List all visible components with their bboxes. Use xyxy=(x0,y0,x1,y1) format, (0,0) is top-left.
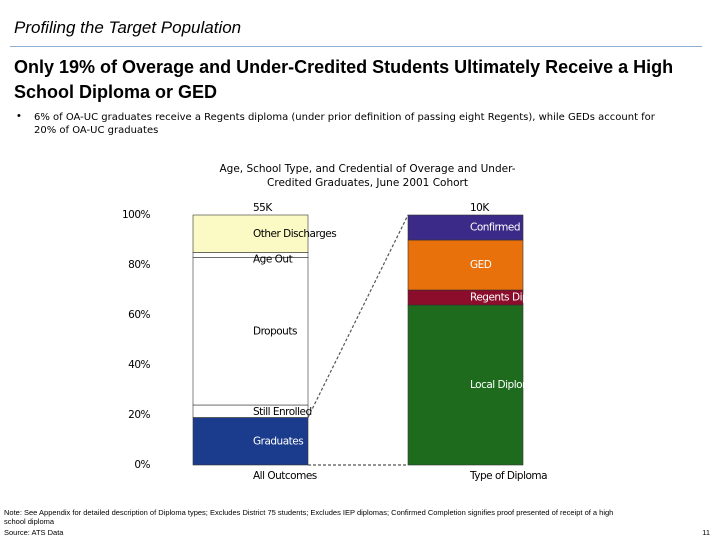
bar-segment xyxy=(407,239,524,291)
source: Source: ATS Data xyxy=(4,528,64,537)
page-number: 11 xyxy=(702,528,710,537)
segment-label: Graduates xyxy=(253,435,303,447)
y-tick-label: 100% xyxy=(122,209,151,221)
x-tick-label: All Outcomes xyxy=(253,470,317,482)
y-tick-label: 60% xyxy=(128,309,150,321)
bar-total: 10K xyxy=(470,202,490,214)
bar-segment xyxy=(407,214,524,241)
segment-label: Dropouts xyxy=(253,325,297,337)
segment-label: Other Discharges xyxy=(253,228,336,240)
slide-title: Profiling the Target Population xyxy=(14,18,242,37)
y-tick-label: 40% xyxy=(128,359,150,371)
bullet-text: 6% of OA-UC graduates receive a Regents … xyxy=(34,112,655,136)
y-tick-label: 20% xyxy=(128,409,150,421)
chart-title: Age, School Type, and Credential of Over… xyxy=(219,163,516,189)
headline: Only 19% of Overage and Under-Credited S… xyxy=(14,57,674,102)
bar-total: 55K xyxy=(253,202,273,214)
title-rule xyxy=(10,46,702,47)
bar-segment xyxy=(192,257,309,406)
segment-label: Still Enrolled xyxy=(253,406,312,418)
bar-segment xyxy=(407,304,524,466)
connector xyxy=(307,214,409,418)
x-tick-label: Type of Diploma xyxy=(469,470,547,482)
bar-segment xyxy=(192,214,309,253)
segment-label: Local Diploma xyxy=(470,379,538,391)
y-tick-label: 0% xyxy=(134,459,150,471)
segment-label: GED xyxy=(470,259,492,271)
segment-label: Regents Diploma xyxy=(470,292,552,304)
y-tick-label: 80% xyxy=(128,259,150,271)
segment-label: Confirmed Completion xyxy=(470,222,578,234)
segment-label: Age Out xyxy=(253,254,293,266)
bullet-marker: • xyxy=(17,110,21,122)
footnote: Note: See Appendix for detailed descript… xyxy=(4,508,614,526)
